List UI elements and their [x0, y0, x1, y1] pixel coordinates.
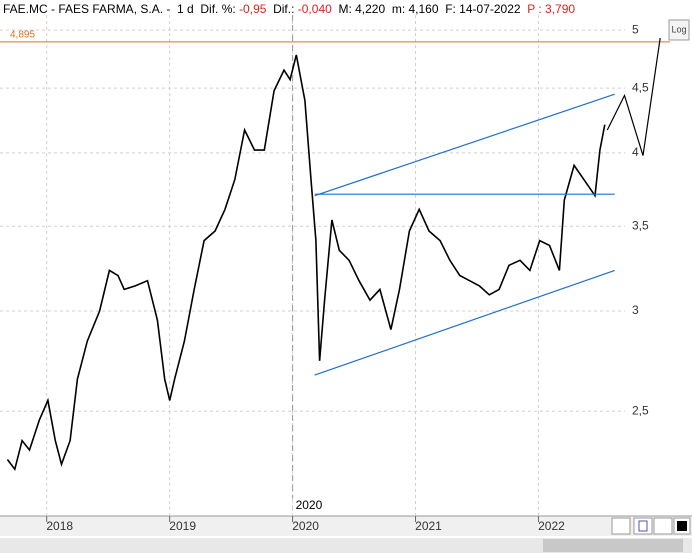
scrollbar[interactable] — [0, 538, 692, 553]
x-tick-label: 2019 — [169, 519, 196, 533]
y-tick-label: 2,5 — [632, 403, 649, 417]
y-tick-label: 3,5 — [632, 218, 649, 232]
x-tick-label: 2021 — [415, 519, 442, 533]
x-tick-label: 2020 — [292, 519, 319, 533]
price-line — [6, 54, 606, 471]
tool-button[interactable] — [611, 517, 631, 535]
price-line — [314, 93, 615, 197]
y-tick-label: 4,5 — [632, 80, 649, 94]
header-text: P : 3,790 — [527, 2, 576, 16]
header: FAE.MC - FAES FARMA, S.A. - 1 d Dif. %: … — [3, 2, 575, 16]
header-text: M: 4,220 m: 4,160 F: 14-07-2022 — [331, 2, 528, 16]
x-axis-strip — [0, 516, 692, 536]
pin-button[interactable] — [653, 517, 673, 535]
log-button-label: Log — [671, 24, 686, 34]
price-line — [314, 269, 615, 376]
cursor-label-bg — [292, 498, 323, 514]
header-text: Dif.: — [266, 2, 298, 16]
header-text: -0,040 — [297, 2, 332, 16]
price-line — [606, 37, 661, 156]
save-icon — [638, 520, 648, 532]
header-text: FAE.MC - FAES FARMA, S.A. - 1 d Dif. %: — [3, 2, 240, 16]
y-tick-label: 5 — [632, 22, 639, 36]
cursor-label: 2020 — [296, 498, 323, 512]
x-tick-label: 2018 — [46, 519, 73, 533]
y-tick-label: 4 — [632, 145, 639, 159]
y-tick-label: 3 — [632, 303, 639, 317]
x-tick-label: 2022 — [538, 519, 565, 533]
log-button[interactable] — [668, 19, 690, 41]
reference-label: 4,895 — [10, 29, 35, 40]
save-button[interactable] — [633, 517, 653, 535]
color-swatch — [677, 521, 687, 531]
scroll-thumb[interactable] — [543, 539, 683, 552]
header-text: -0,95 — [239, 2, 267, 16]
